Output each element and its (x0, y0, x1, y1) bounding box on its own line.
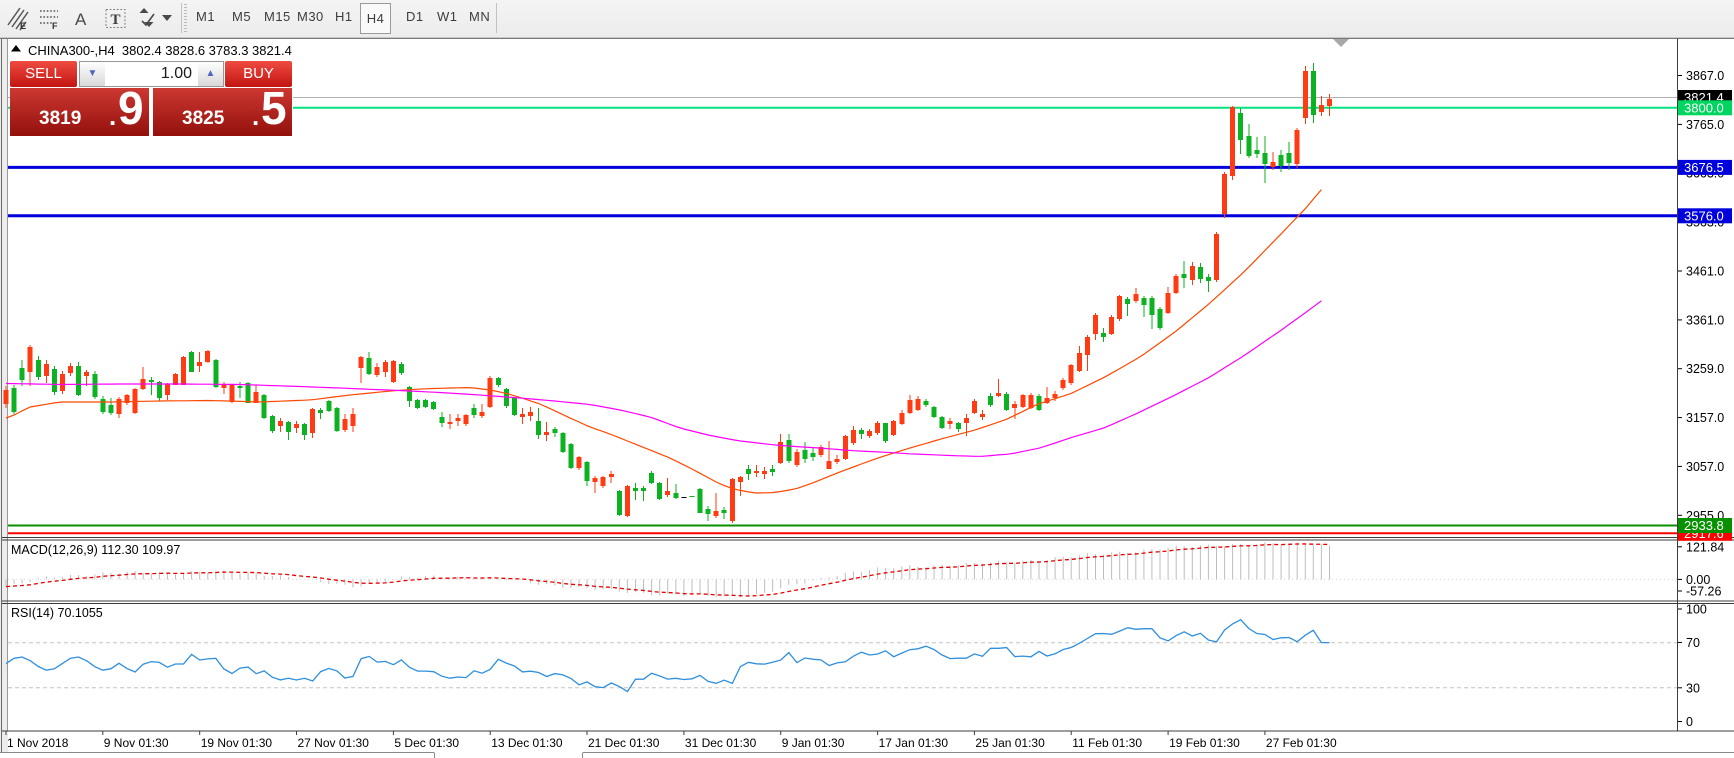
svg-text:3800.0: 3800.0 (1684, 101, 1724, 116)
svg-text:121.84: 121.84 (1686, 540, 1724, 554)
svg-text:3361.0: 3361.0 (1686, 313, 1724, 327)
svg-text:3461.0: 3461.0 (1686, 265, 1724, 279)
svg-text:2933.8: 2933.8 (1684, 518, 1724, 533)
svg-text:F: F (52, 21, 58, 31)
svg-text:E: E (20, 21, 26, 31)
svg-text:3765.0: 3765.0 (1686, 118, 1724, 132)
svg-text:3867.0: 3867.0 (1686, 69, 1724, 83)
svg-text:-57.26: -57.26 (1686, 585, 1721, 599)
svg-text:25 Jan 01:30: 25 Jan 01:30 (975, 736, 1045, 750)
svg-text:9 Nov 01:30: 9 Nov 01:30 (104, 736, 169, 750)
svg-text:CHINA300-,H4 3802.4 3828.6 37: CHINA300-,H4 3802.4 3828.6 3783.3 3821.4 (28, 43, 292, 58)
svg-text:0: 0 (1686, 715, 1693, 729)
svg-text:11 Feb 01:30: 11 Feb 01:30 (1072, 736, 1142, 750)
svg-text:21 Dec 01:30: 21 Dec 01:30 (588, 736, 660, 750)
svg-text:31 Dec 01:30: 31 Dec 01:30 (685, 736, 757, 750)
svg-text:30: 30 (1686, 681, 1700, 695)
svg-text:3576.0: 3576.0 (1684, 209, 1724, 224)
svg-text:0.00: 0.00 (1686, 573, 1710, 587)
svg-text:27 Feb 01:30: 27 Feb 01:30 (1266, 736, 1337, 750)
svg-text:17 Jan 01:30: 17 Jan 01:30 (879, 736, 949, 750)
svg-text:19 Feb 01:30: 19 Feb 01:30 (1169, 736, 1240, 750)
svg-text:13 Dec 01:30: 13 Dec 01:30 (491, 736, 563, 750)
svg-text:3057.0: 3057.0 (1686, 460, 1724, 474)
svg-text:19 Nov 01:30: 19 Nov 01:30 (201, 736, 273, 750)
svg-text:RSI(14) 70.1055: RSI(14) 70.1055 (11, 606, 103, 620)
svg-text:3676.5: 3676.5 (1684, 160, 1724, 175)
svg-text:70: 70 (1686, 636, 1700, 650)
svg-text:MACD(12,26,9) 112.30 109.97: MACD(12,26,9) 112.30 109.97 (11, 543, 180, 557)
svg-text:9 Jan 01:30: 9 Jan 01:30 (782, 736, 845, 750)
svg-text:A: A (75, 10, 87, 29)
svg-text:27 Nov 01:30: 27 Nov 01:30 (298, 736, 370, 750)
svg-text:T: T (111, 12, 121, 28)
svg-text:100: 100 (1686, 603, 1707, 617)
svg-text:1 Nov 2018: 1 Nov 2018 (7, 736, 69, 750)
svg-text:3259.0: 3259.0 (1686, 362, 1724, 376)
svg-text:3157.0: 3157.0 (1686, 411, 1724, 425)
svg-text:5 Dec 01:30: 5 Dec 01:30 (394, 736, 459, 750)
